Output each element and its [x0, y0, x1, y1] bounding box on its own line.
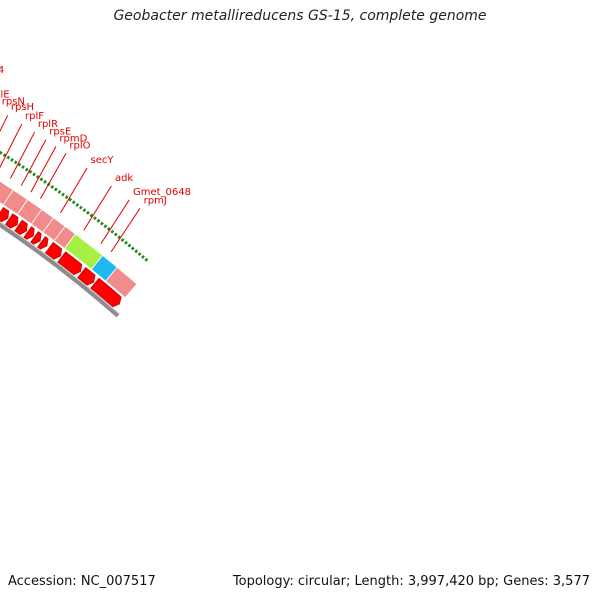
outer-dot — [96, 218, 101, 223]
gene-label-rpmJ[interactable]: rpmJ — [144, 196, 167, 207]
feature-track — [0, 150, 149, 318]
cds-arrow — [0, 206, 10, 223]
outer-dot — [93, 216, 97, 221]
cds-arrow — [30, 231, 42, 245]
label-leader — [110, 208, 141, 253]
outer-dot — [24, 167, 29, 172]
outer-dot — [144, 257, 149, 262]
outer-dot — [134, 249, 139, 254]
outer-dot — [32, 172, 36, 177]
gene-label-adk[interactable]: adk — [115, 173, 133, 184]
outer-dot — [82, 208, 87, 213]
outer-dot — [86, 210, 90, 215]
outer-dot — [110, 229, 115, 234]
label-leader — [30, 146, 57, 193]
label-leader — [100, 199, 130, 245]
label-leader — [60, 167, 88, 214]
outer-dot — [53, 187, 58, 192]
outer-dot — [100, 221, 104, 226]
cds-arrow — [45, 241, 63, 260]
gene-label-rpmD[interactable]: rpmD — [59, 133, 87, 144]
outer-dot — [28, 170, 33, 174]
gene-labels: rpsCrplPGmet_0634rpsQrplNrplXrplErpsNrps… — [0, 65, 191, 253]
gene-label-secY[interactable]: secY — [91, 155, 115, 166]
outer-dot — [21, 165, 25, 170]
gene-label-rpsH[interactable]: rpsH — [11, 102, 34, 113]
gene-label-Gmet_0648[interactable]: Gmet_0648 — [133, 187, 191, 198]
outer-dot — [124, 240, 128, 245]
backbone-highlight — [0, 221, 120, 315]
gene-label-rplO[interactable]: rplO — [69, 140, 90, 151]
outer-dot — [137, 252, 142, 257]
gene-label-rplR[interactable]: rplR — [38, 119, 58, 130]
gene-features — [0, 206, 122, 308]
outer-dot — [64, 195, 69, 200]
label-leader — [83, 185, 112, 231]
cds-arrow — [37, 236, 49, 250]
gene-label-rpsE[interactable]: rpsE — [49, 127, 71, 138]
outer-dot — [75, 202, 80, 207]
accession-label: Accession: NC_007517 — [8, 574, 156, 589]
map-title: Geobacter metallireducens GS-15, complet… — [113, 8, 487, 24]
outer-dot — [50, 184, 55, 189]
label-leader — [0, 123, 23, 169]
rrna-band-segment — [105, 266, 138, 299]
outer-dot — [0, 150, 3, 155]
label-leader — [9, 131, 36, 179]
outer-dot — [120, 238, 125, 242]
outer-dot — [35, 174, 40, 179]
outer-dot — [13, 160, 18, 165]
outer-dot — [130, 246, 135, 251]
cds-arrow — [14, 219, 28, 235]
cds-arrow — [5, 213, 19, 229]
cds-arrow — [77, 267, 96, 286]
outer-dot — [10, 157, 14, 162]
label-leader — [0, 115, 9, 133]
gene-label-rpsN[interactable]: rpsN — [2, 97, 25, 108]
outer-dot — [141, 254, 145, 259]
cds-arrow — [90, 277, 122, 308]
outer-dot — [2, 153, 7, 158]
outer-dot — [113, 232, 118, 237]
outer-dot — [127, 243, 132, 248]
outer-dot — [68, 197, 73, 202]
outer-dot — [61, 192, 65, 197]
gene-label-Gmet_0634[interactable]: Gmet_0634 — [0, 65, 4, 76]
outer-dot — [43, 179, 47, 184]
outer-dot — [57, 190, 62, 194]
outer-dot — [89, 213, 94, 218]
outer-dot — [39, 177, 44, 182]
outer-dot — [103, 224, 108, 229]
cds-arrow — [23, 226, 35, 240]
genome-summary: Topology: circular; Length: 3,997,420 bp… — [232, 574, 590, 589]
label-leader — [20, 139, 47, 186]
gene-label-rplE[interactable]: rplE — [0, 90, 10, 101]
outer-dot — [71, 200, 76, 205]
outer-dot — [17, 162, 22, 167]
cds-arrow — [57, 251, 83, 275]
outer-dot — [78, 205, 83, 210]
gene-label-rplF[interactable]: rplF — [25, 111, 44, 122]
genome-backbone — [0, 221, 120, 318]
outer-dot — [6, 155, 11, 160]
label-leader — [39, 152, 67, 200]
outer-dot — [106, 227, 111, 231]
outer-dot — [117, 235, 122, 240]
